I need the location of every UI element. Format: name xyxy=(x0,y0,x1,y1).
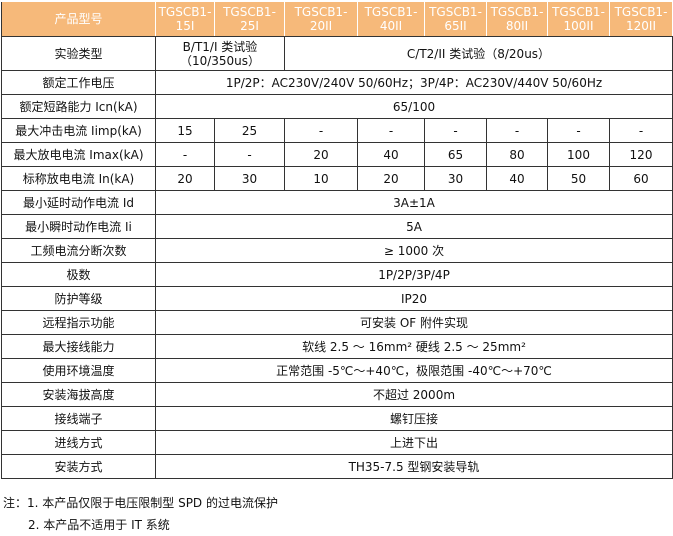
cell: 5A xyxy=(155,214,673,239)
cell: 1P/2P/3P/4P xyxy=(155,262,673,287)
row-label: 使用环境温度 xyxy=(1,358,156,383)
row-label: 进线方式 xyxy=(1,430,156,455)
table-row: 标称放电电流 In(kA) 20 30 10 20 30 40 50 60 xyxy=(1,166,673,191)
notes: 注：1. 本产品仅限于电压限制型 SPD 的过电流保护 2. 本产品不适用于 I… xyxy=(3,492,278,536)
cell: 软线 2.5 ～ 16mm² 硬线 2.5 ～ 25mm² xyxy=(155,334,673,359)
row-label: 标称放电电流 In(kA) xyxy=(1,166,156,191)
cell: 不超过 2000m xyxy=(155,382,673,407)
cell: - xyxy=(155,142,215,167)
cell: 30 xyxy=(424,166,487,191)
table-row: 最大放电电流 Imax(kA) - -20 40 65 80 100 120 xyxy=(1,142,673,167)
row-label: 接线端子 xyxy=(1,406,156,431)
cell: 65/100 xyxy=(155,94,673,119)
table-row: 接线端子 螺钉压接 xyxy=(1,406,673,431)
cell: 20 xyxy=(357,166,425,191)
row-label: 工频电流分断次数 xyxy=(1,238,156,263)
table-row: 最大冲击电流 Iimp(kA) 15 25- - - - - - xyxy=(1,118,673,143)
table-row: 实验类型 B/T1/I 类试验（10/350us） C/T2/II 类试验（8/… xyxy=(1,36,673,71)
row-label: 最大冲击电流 Iimp(kA) xyxy=(1,118,156,143)
table-row: 最小瞬时动作电流 Ii 5A xyxy=(1,214,673,239)
model-header: TGSCB1-120II xyxy=(609,1,673,37)
cell: - xyxy=(284,118,358,143)
cell: 50 xyxy=(547,166,610,191)
cell: 20 xyxy=(155,166,215,191)
table-row: 额定短路能力 Icn(kA) 65/100 xyxy=(1,94,673,119)
table-row: 安装方式 TH35-7.5 型钢安装导轨 xyxy=(1,454,673,479)
model-header: TGSCB1-100II xyxy=(547,1,610,37)
cell: ≥ 1000 次 xyxy=(155,238,673,263)
cell: - xyxy=(357,118,425,143)
header-row: 产品型号 TGSCB1-15I TGSCB1-25I TGSCB1-20II T… xyxy=(1,1,673,37)
row-label: 安装海拔高度 xyxy=(1,382,156,407)
row-label: 额定工作电压 xyxy=(1,70,156,95)
model-header: TGSCB1-25I xyxy=(214,1,285,37)
row-label: 最小延时动作电流 Id xyxy=(1,190,156,215)
table-row: 防护等级 IP20 xyxy=(1,286,673,311)
cell: - xyxy=(424,118,487,143)
table-row: 极数 1P/2P/3P/4P xyxy=(1,262,673,287)
cell: 120 xyxy=(609,142,673,167)
cell: - xyxy=(214,142,285,167)
cell: TH35-7.5 型钢安装导轨 xyxy=(155,454,673,479)
cell: 40 xyxy=(486,166,548,191)
model-header: TGSCB1-40II xyxy=(357,1,425,37)
model-header: TGSCB1-20II xyxy=(284,1,358,37)
table-row: 使用环境温度 正常范围 -5℃～+40℃，极限范围 -40℃～+70℃ xyxy=(1,358,673,383)
table-row: 工频电流分断次数 ≥ 1000 次 xyxy=(1,238,673,263)
cell: 20 xyxy=(284,142,358,167)
table-row: 额定工作电压 1P/2P：AC230V/240V 50/60Hz；3P/4P：AC… xyxy=(1,70,673,95)
header-label: 产品型号 xyxy=(1,1,156,37)
cell: B/T1/I 类试验（10/350us） xyxy=(155,36,285,71)
model-header: TGSCB1-65II xyxy=(424,1,487,37)
row-label: 最小瞬时动作电流 Ii xyxy=(1,214,156,239)
cell: 40 xyxy=(357,142,425,167)
table-row: 最小延时动作电流 Id 3A±1A xyxy=(1,190,673,215)
cell: 1P/2P：AC230V/240V 50/60Hz；3P/4P：AC230V/4… xyxy=(155,70,673,95)
row-label: 最大放电电流 Imax(kA) xyxy=(1,142,156,167)
table-row: 最大接线能力 软线 2.5 ～ 16mm² 硬线 2.5 ～ 25mm² xyxy=(1,334,673,359)
cell: 100 xyxy=(547,142,610,167)
row-label: 极数 xyxy=(1,262,156,287)
table-row: 远程指示功能 可安装 OF 附件实现 xyxy=(1,310,673,335)
row-label: 远程指示功能 xyxy=(1,310,156,335)
cell: 60 xyxy=(609,166,673,191)
model-header: TGSCB1-80II xyxy=(486,1,548,37)
spec-table: 产品型号 TGSCB1-15I TGSCB1-25I TGSCB1-20II T… xyxy=(1,1,673,479)
cell: - xyxy=(609,118,673,143)
cell: 上进下出 xyxy=(155,430,673,455)
cell: IP20 xyxy=(155,286,673,311)
note: 注：1. 本产品仅限于电压限制型 SPD 的过电流保护 xyxy=(3,496,278,510)
row-label: 安装方式 xyxy=(1,454,156,479)
model-header: TGSCB1-15I xyxy=(155,1,215,37)
note: 2. 本产品不适用于 IT 系统 xyxy=(28,518,170,532)
row-label: 额定短路能力 Icn(kA) xyxy=(1,94,156,119)
cell: 可安装 OF 附件实现 xyxy=(155,310,673,335)
row-label: 防护等级 xyxy=(1,286,156,311)
table-row: 安装海拔高度 不超过 2000m xyxy=(1,382,673,407)
row-label: 最大接线能力 xyxy=(1,334,156,359)
cell: 正常范围 -5℃～+40℃，极限范围 -40℃～+70℃ xyxy=(155,358,673,383)
cell: 15 xyxy=(155,118,215,143)
cell: 65 xyxy=(424,142,487,167)
cell: 80 xyxy=(486,142,548,167)
cell: 3A±1A xyxy=(155,190,673,215)
cell: 螺钉压接 xyxy=(155,406,673,431)
table-row: 进线方式 上进下出 xyxy=(1,430,673,455)
cell: 30 xyxy=(214,166,285,191)
cell: 25 xyxy=(214,118,285,143)
cell: - xyxy=(486,118,548,143)
row-label: 实验类型 xyxy=(1,36,156,71)
cell: C/T2/II 类试验（8/20us） xyxy=(284,36,673,71)
cell: - xyxy=(547,118,610,143)
cell: 10 xyxy=(284,166,358,191)
